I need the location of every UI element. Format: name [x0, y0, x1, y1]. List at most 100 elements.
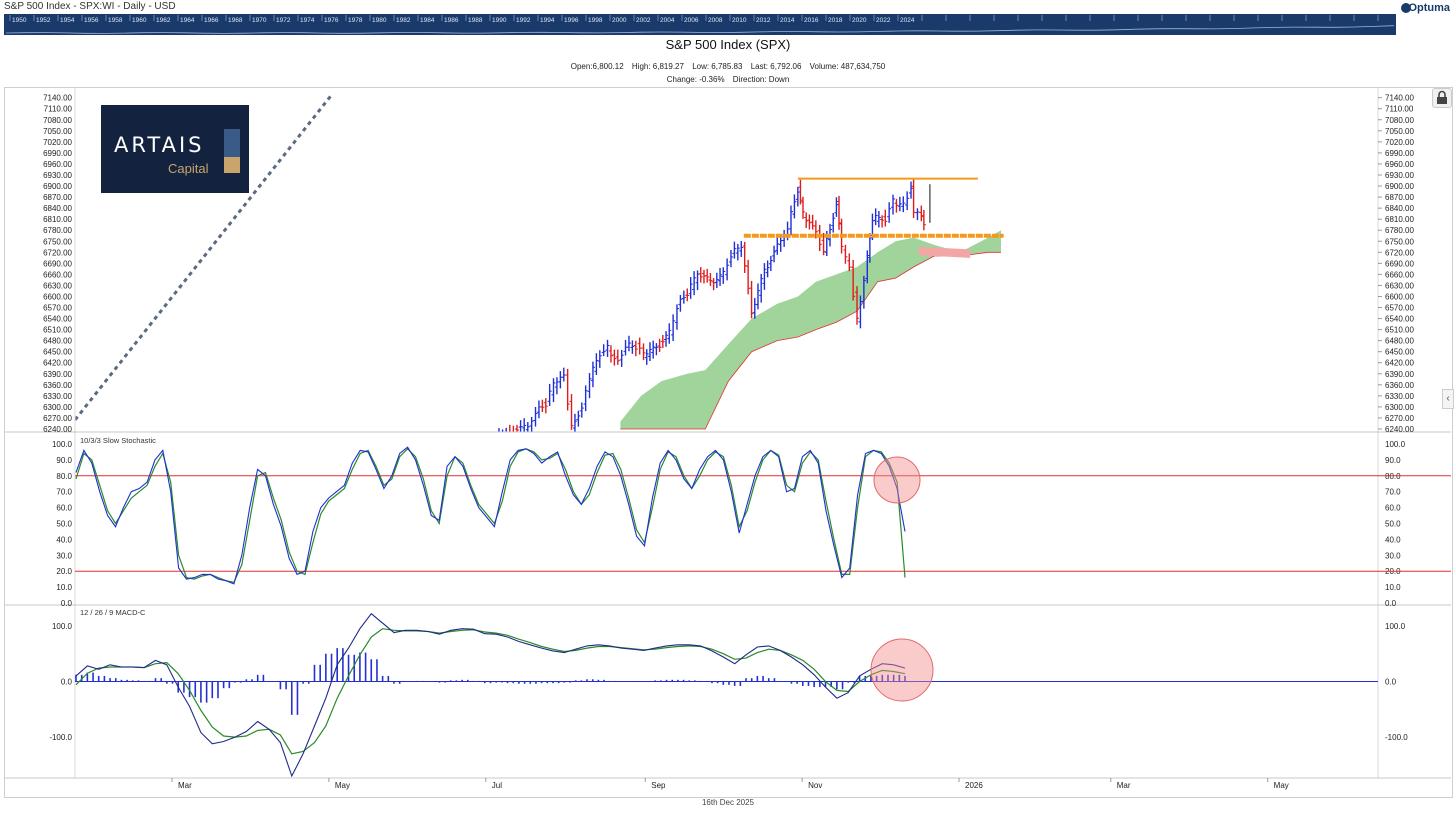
ohlc-bar [821, 232, 826, 256]
ohlc-bar [554, 377, 559, 395]
ohlc-bar [883, 209, 888, 227]
x-month-label: May [1274, 781, 1289, 790]
stoch-tick-left: 100.0 [52, 440, 73, 449]
price-tick-left: 6390.00 [43, 370, 72, 379]
ohlc-bar [505, 427, 507, 432]
stat-volume: Volume: 487,634,750 [809, 62, 886, 71]
ohlc-bar [601, 344, 606, 357]
ohlc-bar [536, 400, 541, 419]
ohlc-bar [759, 273, 764, 303]
timeline-year-label: 2022 [876, 17, 891, 24]
ohlc-bar [540, 399, 545, 413]
timeline-year-label: 1952 [36, 17, 51, 24]
ohlc-bar [762, 263, 767, 290]
ohlc-bar [739, 240, 744, 257]
timeline-year-label: 1962 [156, 17, 171, 24]
price-tick-right: 6840.00 [1385, 204, 1414, 213]
price-tick-right: 6420.00 [1385, 359, 1414, 368]
ohlc-bar [894, 198, 899, 213]
ohlc-bar [561, 367, 566, 382]
ohlc-bar [788, 205, 793, 236]
timeline-year-label: 1986 [444, 17, 459, 24]
timeline-year-label: 1982 [396, 17, 411, 24]
stat-open: Open:6,800.12 [570, 62, 624, 71]
ohlc-bar [647, 342, 652, 362]
price-tick-right: 6870.00 [1385, 193, 1414, 202]
timeline-year-label: 1954 [60, 17, 75, 24]
ohlc-bar [681, 290, 686, 304]
change-stats: Change: -0.36% Direction: Down [0, 75, 1456, 84]
ohlc-bar [493, 432, 497, 447]
stoch-tick-right: 40.0 [1385, 535, 1401, 544]
timeline-year-label: 2008 [708, 17, 723, 24]
chart-frame [4, 87, 1453, 798]
price-tick-right: 7080.00 [1385, 116, 1414, 125]
ohlc-bar [594, 353, 599, 375]
logo-square-blue [224, 129, 240, 157]
price-tick-left: 6720.00 [43, 248, 72, 257]
ohlc-bar [865, 250, 870, 284]
ohlc-bar [590, 361, 595, 388]
ohlc-bar [667, 323, 672, 344]
collapse-panel-chevron-icon[interactable]: ‹ [1442, 389, 1454, 409]
stat-change: Change: -0.36% [666, 75, 725, 84]
history-timeline-navigator[interactable]: 1950 1952 1954 1956 1958 1960 1962 1964 1966 1968… [4, 14, 1396, 35]
price-tick-right: 6780.00 [1385, 226, 1414, 235]
stoch-tick-right: 10.0 [1385, 583, 1401, 592]
ohlc-bar [498, 428, 500, 432]
ohlc-bar [623, 339, 628, 356]
price-tick-left: 6690.00 [43, 259, 72, 268]
macd-title: 12 / 26 / 9 MACD-C [80, 608, 146, 617]
chart-title: S&P 500 Index (SPX) [665, 37, 791, 52]
ohlc-bar [644, 349, 649, 365]
ohlc-bar [705, 268, 710, 283]
price-tick-right: 6930.00 [1385, 171, 1414, 180]
price-tick-right: 6390.00 [1385, 370, 1414, 379]
macd-tick-right: -100.0 [1385, 733, 1408, 742]
ohlc-bar [915, 208, 920, 221]
ohlc-bar [795, 186, 800, 207]
timeline-year-label: 1974 [300, 17, 315, 24]
ohlc-bar [651, 340, 656, 359]
ohlc-bar [732, 241, 737, 259]
lock-icon[interactable] [1432, 88, 1452, 108]
ohlc-bar [891, 194, 896, 215]
chart-caption: S&P 500 Index - SPX:WI - Daily - USD [4, 1, 176, 12]
timeline-year-label: 2016 [804, 17, 819, 24]
price-tick-left: 6510.00 [43, 326, 72, 335]
timeline-year-label: 1984 [420, 17, 435, 24]
logo-wordmark: ARTAIS [114, 133, 205, 157]
ohlc-bar [817, 224, 822, 252]
ohlc-bar [514, 424, 519, 432]
timeline-year-label: 2018 [828, 17, 843, 24]
timeline-year-label: 1988 [468, 17, 483, 24]
ohlc-bar [810, 214, 815, 230]
ohlc-bar [678, 294, 683, 312]
ohlc-bar [742, 241, 747, 274]
stoch-tick-right: 100.0 [1385, 440, 1406, 449]
ohlc-bar [721, 267, 726, 284]
ohlc-bar [641, 343, 646, 361]
ohlc-bar [714, 272, 719, 289]
ohlc-bar [657, 338, 662, 352]
price-tick-right: 6360.00 [1385, 381, 1414, 390]
ohlc-bar [608, 345, 613, 363]
price-tick-left: 6780.00 [43, 226, 72, 235]
price-tick-left: 7140.00 [43, 94, 72, 103]
timeline-year-label: 2012 [756, 17, 771, 24]
stoch-tick-right: 30.0 [1385, 551, 1401, 560]
ohlc-bar [919, 205, 924, 222]
price-tick-right: 6900.00 [1385, 182, 1414, 191]
stat-low: Low: 6,785.83 [692, 62, 743, 71]
macd-highlight-circle [870, 638, 934, 702]
timeline-year-label: 1968 [228, 17, 243, 24]
ohlc-bar [834, 197, 839, 217]
timeline-year-label: 1994 [540, 17, 555, 24]
ohlc-bar [901, 196, 906, 213]
ohlc-bar [692, 271, 697, 296]
ohlc-bar [615, 349, 620, 365]
price-tick-left: 6750.00 [43, 237, 72, 246]
price-tick-left: 6990.00 [43, 149, 72, 158]
price-tick-right: 6510.00 [1385, 326, 1414, 335]
